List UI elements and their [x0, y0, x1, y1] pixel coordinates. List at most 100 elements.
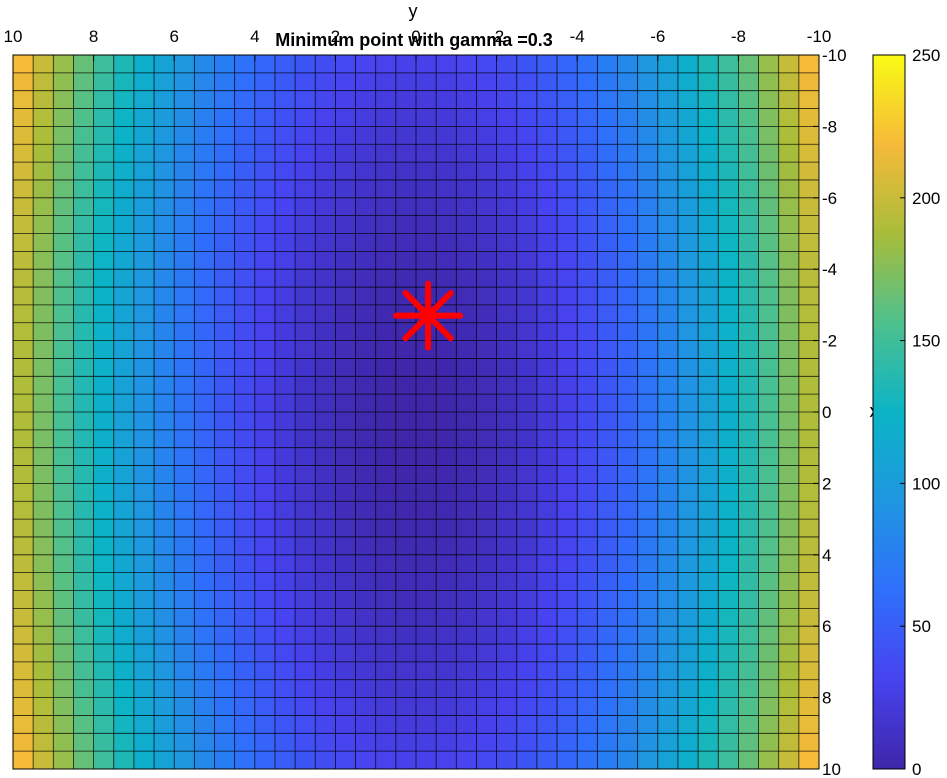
heatmap-cell — [315, 572, 336, 591]
heatmap-cell — [234, 590, 256, 609]
heatmap-cell — [194, 55, 215, 74]
heatmap-cell — [496, 340, 518, 359]
heatmap-cell — [516, 179, 538, 199]
heatmap-cell — [597, 572, 618, 591]
heatmap-cell — [557, 376, 578, 395]
heatmap-cell — [698, 340, 719, 359]
heatmap-cell — [738, 644, 759, 663]
heatmap-cell — [778, 554, 800, 574]
heatmap-cell — [577, 661, 598, 681]
heatmap-cell — [335, 501, 356, 520]
heatmap-cell — [798, 144, 820, 163]
heatmap-cell — [536, 626, 558, 645]
heatmap-cell — [758, 572, 780, 591]
heatmap-cell — [73, 447, 94, 466]
minimum-point-marker — [393, 280, 464, 351]
marker-stroke — [402, 290, 454, 342]
heatmap-cell — [174, 679, 195, 698]
heatmap-cell — [476, 287, 497, 306]
heatmap-cell — [335, 751, 356, 770]
heatmap-cell — [295, 465, 316, 484]
heatmap-cell — [677, 269, 699, 288]
heatmap-cell — [315, 233, 336, 252]
heatmap-cell — [436, 162, 457, 181]
heatmap-cell — [496, 679, 518, 698]
heatmap-cell — [214, 697, 236, 716]
heatmap-cell — [113, 72, 135, 92]
heatmap-cell — [597, 733, 618, 752]
heatmap-cell — [476, 55, 497, 74]
heatmap-cell — [718, 72, 739, 92]
x-tick-label: 10 — [4, 27, 23, 46]
heatmap-cell — [476, 536, 497, 556]
heatmap-cell — [536, 251, 558, 270]
heatmap-cell — [315, 608, 336, 627]
heatmap-cell — [637, 697, 659, 716]
heatmap-cell — [778, 251, 800, 270]
heatmap-cell — [798, 269, 820, 288]
heatmap-cell — [335, 179, 356, 199]
heatmap-cell — [355, 394, 377, 413]
heatmap-cell — [214, 572, 236, 591]
heatmap-cell — [73, 412, 94, 431]
heatmap-cell — [254, 144, 276, 163]
heatmap-cell — [13, 733, 34, 752]
heatmap-cell — [154, 322, 175, 341]
heatmap-cell — [355, 679, 377, 698]
heatmap-cell — [617, 572, 639, 591]
heatmap-cell — [73, 358, 94, 377]
heatmap-cell — [154, 269, 175, 288]
heatmap-cell — [677, 179, 699, 199]
heatmap-cell — [798, 376, 820, 395]
heatmap-cell — [416, 536, 437, 556]
heatmap-cell — [154, 197, 175, 217]
heatmap-cell — [718, 733, 739, 752]
heatmap-cell — [476, 322, 497, 341]
heatmap-cell — [456, 751, 477, 770]
heatmap-cell — [113, 233, 135, 252]
heatmap-cell — [154, 572, 175, 591]
heatmap-cell — [73, 697, 94, 716]
heatmap-cell — [637, 215, 659, 234]
heatmap-cell — [436, 554, 457, 574]
heatmap-cell — [33, 72, 54, 92]
heatmap-cell — [73, 608, 94, 627]
heatmap-cell — [597, 108, 618, 127]
heatmap-cell — [758, 715, 780, 734]
heatmap-cell — [597, 626, 618, 645]
heatmap-cell — [375, 322, 397, 341]
heatmap-cell — [234, 215, 256, 234]
heatmap-cell — [174, 251, 195, 270]
heatmap-cell — [133, 72, 155, 92]
heatmap-cell — [295, 626, 316, 645]
heatmap-cell — [718, 322, 739, 341]
heatmap-cell — [677, 322, 699, 341]
heatmap-cell — [718, 661, 739, 681]
heatmap-cell — [718, 162, 739, 181]
heatmap-cell — [557, 590, 578, 609]
heatmap-cell — [113, 358, 135, 377]
heatmap-cell — [33, 251, 54, 270]
heatmap-cell — [778, 126, 800, 145]
heatmap-cell — [214, 126, 236, 145]
heatmap-cell — [295, 733, 316, 752]
heatmap-cell — [154, 626, 175, 645]
heatmap-cell — [13, 144, 34, 163]
heatmap-cell — [335, 269, 356, 288]
heatmap-cell — [476, 269, 497, 288]
heatmap-cell — [133, 162, 155, 181]
heatmap-cell — [597, 179, 618, 199]
heatmap-cell — [154, 126, 175, 145]
heatmap-cell — [496, 536, 518, 556]
heatmap-cell — [597, 661, 618, 681]
colorbar-tick-label: 0 — [912, 760, 921, 778]
heatmap-cell — [174, 162, 195, 181]
heatmap-cell — [194, 144, 215, 163]
heatmap-cell — [335, 465, 356, 484]
heatmap-cell — [496, 162, 518, 181]
heatmap-cell — [718, 55, 739, 74]
heatmap-cell — [637, 233, 659, 252]
heatmap-cell — [637, 197, 659, 217]
heatmap-cell — [436, 697, 457, 716]
heatmap-cell — [416, 572, 437, 591]
